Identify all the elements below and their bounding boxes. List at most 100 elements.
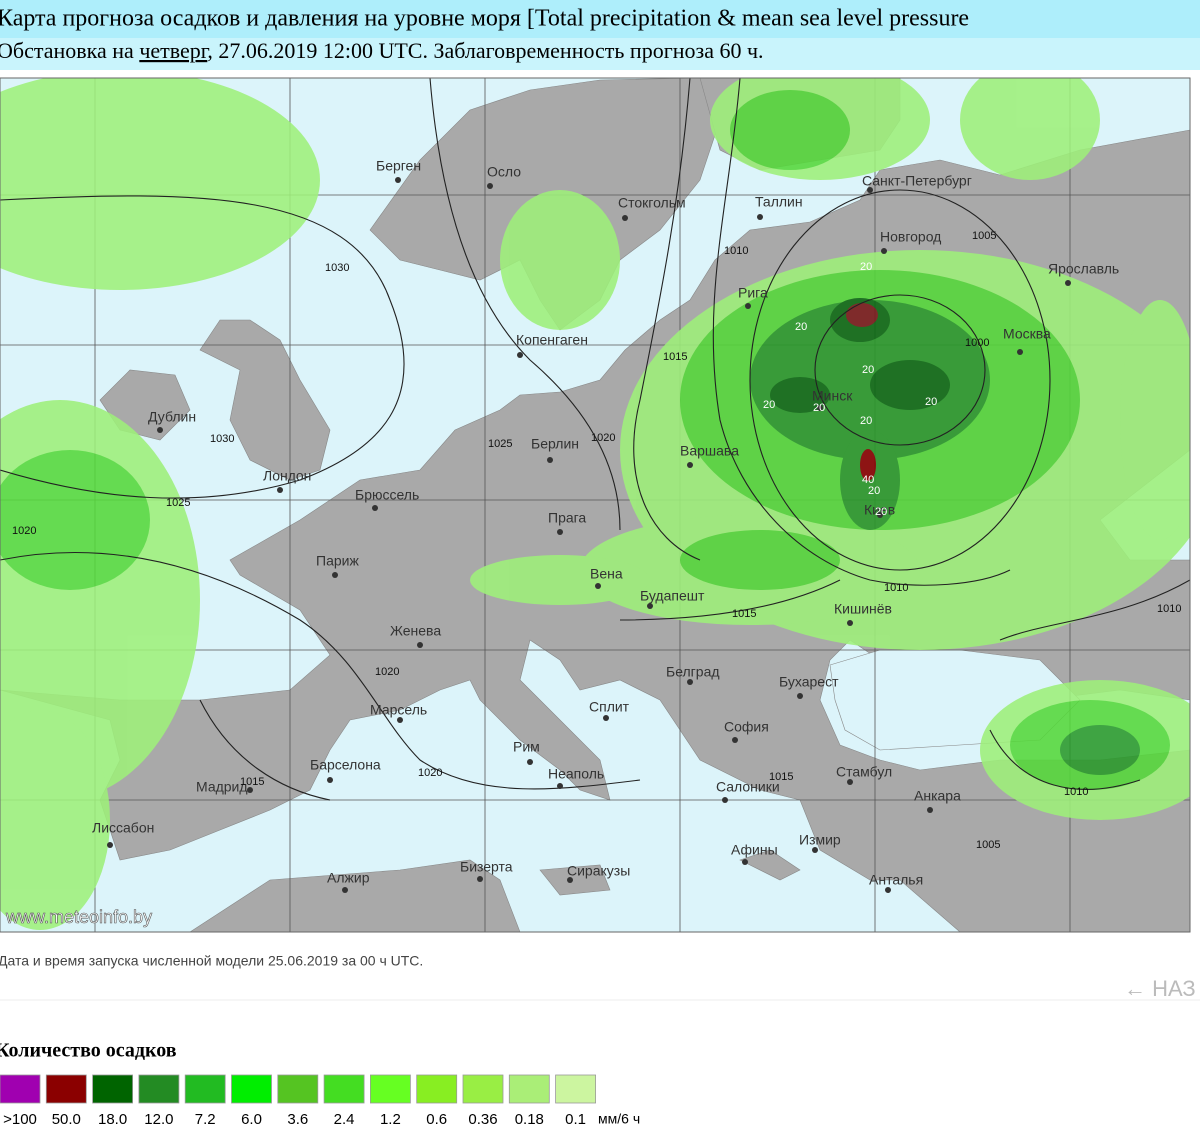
isobar-label: 1030 [210,433,234,445]
city-label: Женева [390,623,441,639]
city-label: Марсель [370,702,427,718]
city-label: Москва [1003,326,1051,342]
legend-swatch [231,1074,272,1104]
city-label: Копенгаген [516,332,588,348]
city-label: Бухарест [779,674,839,690]
day-link[interactable]: четверг [139,38,209,63]
city-label: Алжир [327,870,370,886]
city-label: Новгород [880,229,941,245]
legend-label: 1.2 [380,1111,401,1128]
isobar-label: 1005 [972,230,996,242]
city-label: Бизерта [460,859,513,875]
title: Карта прогноза осадков и давления на уро… [0,6,969,32]
city-label: Сиракузы [567,863,630,879]
isobar-label: 1015 [732,608,756,620]
legend-label: 3.6 [287,1111,308,1128]
legend-swatch [462,1074,504,1104]
map [0,78,1190,932]
city-dot [877,512,883,518]
legend-swatch [0,1074,41,1104]
subtitle: Обстановка на четверг, 27.06.2019 12:00 … [0,38,764,63]
legend-label: 0.6 [426,1111,447,1128]
city-dot [247,787,253,793]
city-label: Дублин [148,409,196,425]
legend-label: 7.2 [195,1111,216,1128]
city-dot [881,248,887,254]
city-dot [327,777,333,783]
city-label: Афины [731,842,778,858]
city-label: Лондон [263,468,311,484]
city-label: Берлин [531,436,579,452]
city-dot [527,759,533,765]
legend-swatch [555,1074,596,1104]
city-label: Салоники [716,779,780,795]
subtitle-text: Обстановка на [0,38,139,63]
city-dot [817,405,823,411]
city-label: Санкт-Петербург [862,173,972,189]
city-dot [687,462,693,468]
city-dot [157,427,163,433]
city-label: Кишинёв [834,601,892,617]
subtitle-bar [0,38,1200,70]
city-label: Брюссель [355,487,419,503]
city-label: Таллин [755,194,803,210]
isobar-label: 1020 [375,666,399,678]
city-label: Измир [799,832,841,848]
isobar-label: 1010 [1064,786,1088,798]
city-label: Осло [487,164,521,180]
city-label: Рига [738,285,768,301]
precip-label: 20 [795,321,807,333]
city-dot [847,779,853,785]
city-dot [547,457,553,463]
city-dot [342,887,348,893]
legend-swatch [323,1074,365,1104]
precip-label: 20 [875,506,887,518]
city-label: Анкара [914,788,961,804]
isobar-label: 1000 [965,337,989,349]
precip-label: 20 [868,485,880,497]
city-label: Сплит [589,699,630,715]
legend-swatch [92,1074,133,1104]
city-dot [742,859,748,865]
legend-label: 0.18 [515,1111,544,1128]
city-dot [797,693,803,699]
city-label: Париж [316,553,359,569]
isobar-label: 1020 [418,767,442,779]
isobar-label: 1025 [488,438,512,450]
city-label: Ярославль [1048,261,1119,277]
isobar-label: 1015 [769,771,793,783]
legend-swatch [138,1074,180,1104]
precip-label: 20 [860,261,872,273]
city-label: Будапешт [640,588,705,604]
precip-label: 20 [763,399,775,411]
city-dot [847,620,853,626]
legend-unit: мм/6 ч [598,1111,640,1127]
legend-swatch [416,1074,458,1104]
city-label: Прага [548,510,586,526]
city-label: Неаполь [548,766,604,782]
legend-title: Количество осадков [0,1040,177,1062]
city-label: Белград [666,664,720,680]
caption: Дата и время запуска численной модели 25… [0,953,423,969]
city-dot [603,715,609,721]
isobar-label: 1025 [166,497,190,509]
isobar-label: 1015 [240,776,264,788]
precip-label: 20 [860,415,872,427]
city-dot [732,737,738,743]
city-dot [812,847,818,853]
title-bar [0,0,1200,38]
map-frame [0,77,1191,933]
legend-swatch [184,1074,226,1104]
back-link[interactable]: ← НАЗ [1124,976,1196,1001]
city-dot [397,717,403,723]
city-dot [647,603,653,609]
city-label: Киев [864,502,895,518]
city-dot [277,487,283,493]
city-dot [757,214,763,220]
legend-swatch [508,1074,550,1104]
legend-label: 2.4 [334,1111,355,1128]
city-dot [557,529,563,535]
city-label: Рим [513,739,540,755]
